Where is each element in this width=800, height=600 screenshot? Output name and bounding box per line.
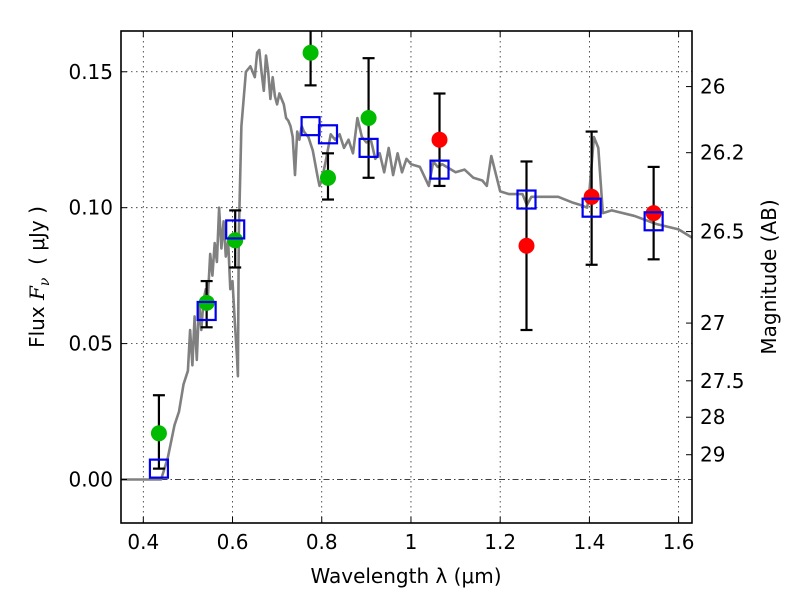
- model-point-square: [225, 219, 246, 240]
- y-tick-label: 0.10: [68, 196, 113, 220]
- y2-tick-label: 27.5: [700, 369, 745, 393]
- x-tick-label: 0.6: [217, 530, 249, 554]
- data-point-observed-infrared: [518, 237, 535, 254]
- x-tick-label: 1: [405, 530, 418, 554]
- data-point-observed-infrared: [583, 188, 600, 205]
- y-axis-label: Flux Fν ( μJy ): [25, 206, 53, 348]
- y-tick-label: 0.00: [68, 468, 113, 492]
- y-tick-label: 0.15: [68, 60, 113, 84]
- model-point-square: [581, 197, 602, 218]
- model-spectrum-line: [121, 48, 693, 481]
- y2-axis-label: Magnitude (AB): [757, 199, 781, 354]
- axis-ticks: 0.4 0.6 0.8 1 1.2 1.4 1.6 0.00 0.05 0.10 0.15 26 26.…: [68, 31, 745, 554]
- model-point-square: [516, 189, 537, 210]
- grid: [121, 31, 692, 523]
- x-tick-label: 0.8: [306, 530, 338, 554]
- y2-tick-label: 28: [700, 405, 725, 429]
- model-point-square: [317, 124, 339, 145]
- x-tick-label: 1.2: [484, 530, 516, 554]
- data-point-observed-optical: [150, 425, 167, 442]
- x-tick-label: 0.4: [127, 530, 159, 554]
- data-point-observed-infrared: [431, 131, 448, 148]
- y-tick-label: 0.05: [68, 332, 113, 356]
- data-point-observed-optical: [360, 109, 377, 126]
- y-axis-label-prefix: Flux: [25, 300, 49, 348]
- observed-points: [150, 44, 662, 442]
- x-tick-label: 1.4: [573, 530, 605, 554]
- plot-frame: [120, 30, 693, 524]
- model-point-square: [643, 211, 664, 232]
- y-axis-label-subscript: ν: [37, 277, 53, 286]
- data-point-observed-optical: [319, 169, 336, 186]
- y2-tick-label: 29: [700, 443, 725, 467]
- data-point-observed-optical: [227, 232, 244, 249]
- y2-tick-label: 26.5: [700, 220, 745, 244]
- y2-tick-label: 27: [700, 311, 725, 335]
- y-axis-label-symbol: F: [25, 285, 49, 301]
- y-axis-label-suffix: ( μJy ): [25, 206, 49, 278]
- model-point-square: [429, 159, 450, 180]
- x-tick-label: 1.6: [663, 530, 695, 554]
- model-point-square: [148, 458, 170, 479]
- y2-tick-label: 26: [700, 75, 725, 99]
- synthetic-photometry: [148, 116, 664, 479]
- data-point-observed-optical: [302, 44, 319, 61]
- model-spectrum-layer: [121, 48, 693, 481]
- model-point-square: [358, 137, 379, 158]
- x-axis-label: Wavelength λ (μm): [310, 564, 501, 588]
- model-point-square: [196, 300, 217, 322]
- y2-tick-label: 26.2: [700, 141, 745, 165]
